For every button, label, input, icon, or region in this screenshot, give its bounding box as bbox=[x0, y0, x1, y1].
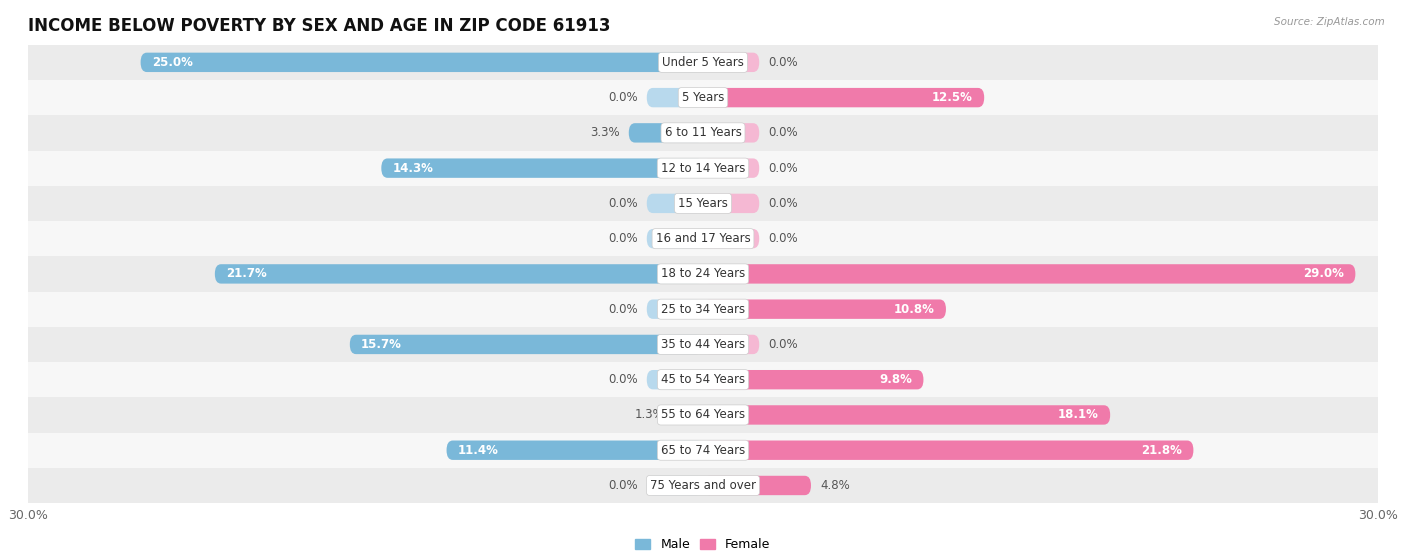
Text: 6 to 11 Years: 6 to 11 Years bbox=[665, 126, 741, 139]
Text: 75 Years and over: 75 Years and over bbox=[650, 479, 756, 492]
Bar bbox=[28, 433, 1378, 468]
Text: 14.3%: 14.3% bbox=[392, 162, 433, 174]
Text: 25 to 34 Years: 25 to 34 Years bbox=[661, 302, 745, 316]
Text: 15 Years: 15 Years bbox=[678, 197, 728, 210]
Bar bbox=[28, 221, 1378, 256]
FancyBboxPatch shape bbox=[350, 335, 703, 354]
Bar bbox=[28, 115, 1378, 150]
Text: 0.0%: 0.0% bbox=[768, 338, 797, 351]
Bar bbox=[28, 80, 1378, 115]
Bar bbox=[28, 292, 1378, 327]
Text: 0.0%: 0.0% bbox=[609, 302, 638, 316]
FancyBboxPatch shape bbox=[703, 88, 984, 107]
Text: 12.5%: 12.5% bbox=[932, 91, 973, 104]
FancyBboxPatch shape bbox=[673, 405, 703, 425]
FancyBboxPatch shape bbox=[703, 53, 759, 72]
Text: 35 to 44 Years: 35 to 44 Years bbox=[661, 338, 745, 351]
FancyBboxPatch shape bbox=[647, 88, 703, 107]
Text: 25.0%: 25.0% bbox=[152, 56, 193, 69]
Text: 16 and 17 Years: 16 and 17 Years bbox=[655, 232, 751, 245]
Text: 0.0%: 0.0% bbox=[609, 232, 638, 245]
Text: 0.0%: 0.0% bbox=[768, 197, 797, 210]
Text: 0.0%: 0.0% bbox=[768, 126, 797, 139]
Text: 0.0%: 0.0% bbox=[609, 373, 638, 386]
FancyBboxPatch shape bbox=[703, 370, 924, 390]
Text: Under 5 Years: Under 5 Years bbox=[662, 56, 744, 69]
Text: 0.0%: 0.0% bbox=[768, 232, 797, 245]
Bar bbox=[28, 468, 1378, 503]
FancyBboxPatch shape bbox=[647, 476, 703, 495]
Text: 29.0%: 29.0% bbox=[1303, 267, 1344, 281]
FancyBboxPatch shape bbox=[703, 123, 759, 143]
FancyBboxPatch shape bbox=[215, 264, 703, 283]
FancyBboxPatch shape bbox=[447, 440, 703, 460]
Text: 18.1%: 18.1% bbox=[1059, 409, 1099, 421]
Text: 0.0%: 0.0% bbox=[768, 56, 797, 69]
FancyBboxPatch shape bbox=[703, 229, 759, 248]
FancyBboxPatch shape bbox=[703, 193, 759, 213]
FancyBboxPatch shape bbox=[647, 300, 703, 319]
FancyBboxPatch shape bbox=[703, 158, 759, 178]
Text: 21.7%: 21.7% bbox=[226, 267, 267, 281]
Bar bbox=[28, 150, 1378, 186]
Text: 3.3%: 3.3% bbox=[591, 126, 620, 139]
Text: 11.4%: 11.4% bbox=[458, 444, 499, 457]
FancyBboxPatch shape bbox=[703, 335, 759, 354]
Text: 0.0%: 0.0% bbox=[768, 162, 797, 174]
Text: 45 to 54 Years: 45 to 54 Years bbox=[661, 373, 745, 386]
Text: 0.0%: 0.0% bbox=[609, 91, 638, 104]
Bar bbox=[28, 397, 1378, 433]
Bar bbox=[28, 45, 1378, 80]
Text: 21.8%: 21.8% bbox=[1142, 444, 1182, 457]
FancyBboxPatch shape bbox=[141, 53, 703, 72]
Text: 0.0%: 0.0% bbox=[609, 197, 638, 210]
FancyBboxPatch shape bbox=[703, 300, 946, 319]
FancyBboxPatch shape bbox=[628, 123, 703, 143]
Text: 1.3%: 1.3% bbox=[636, 409, 665, 421]
FancyBboxPatch shape bbox=[703, 405, 1111, 425]
Text: 5 Years: 5 Years bbox=[682, 91, 724, 104]
Bar bbox=[28, 362, 1378, 397]
FancyBboxPatch shape bbox=[647, 229, 703, 248]
Text: 55 to 64 Years: 55 to 64 Years bbox=[661, 409, 745, 421]
Text: INCOME BELOW POVERTY BY SEX AND AGE IN ZIP CODE 61913: INCOME BELOW POVERTY BY SEX AND AGE IN Z… bbox=[28, 17, 610, 35]
Bar bbox=[28, 186, 1378, 221]
Text: 15.7%: 15.7% bbox=[361, 338, 402, 351]
Text: 18 to 24 Years: 18 to 24 Years bbox=[661, 267, 745, 281]
Bar bbox=[28, 327, 1378, 362]
Legend: Male, Female: Male, Female bbox=[630, 533, 776, 556]
FancyBboxPatch shape bbox=[703, 476, 811, 495]
FancyBboxPatch shape bbox=[381, 158, 703, 178]
Text: Source: ZipAtlas.com: Source: ZipAtlas.com bbox=[1274, 17, 1385, 27]
FancyBboxPatch shape bbox=[703, 440, 1194, 460]
Text: 0.0%: 0.0% bbox=[609, 479, 638, 492]
FancyBboxPatch shape bbox=[647, 193, 703, 213]
Text: 4.8%: 4.8% bbox=[820, 479, 849, 492]
Text: 9.8%: 9.8% bbox=[879, 373, 912, 386]
Text: 10.8%: 10.8% bbox=[894, 302, 935, 316]
FancyBboxPatch shape bbox=[647, 370, 703, 390]
Text: 65 to 74 Years: 65 to 74 Years bbox=[661, 444, 745, 457]
Bar bbox=[28, 256, 1378, 292]
FancyBboxPatch shape bbox=[703, 264, 1355, 283]
Text: 12 to 14 Years: 12 to 14 Years bbox=[661, 162, 745, 174]
